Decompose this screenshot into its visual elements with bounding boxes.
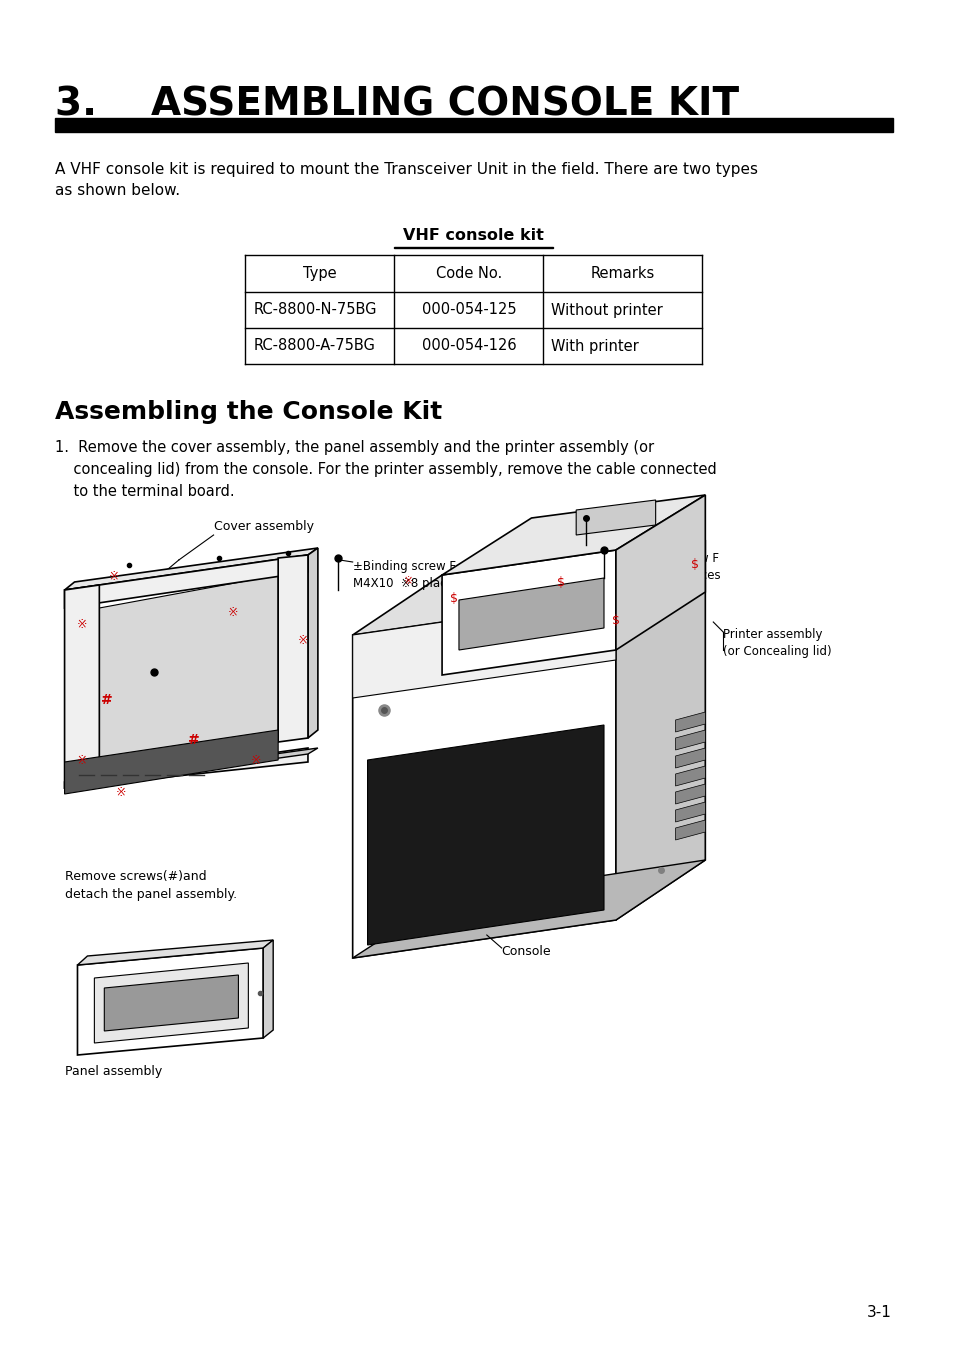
Polygon shape bbox=[441, 494, 704, 576]
Text: Without printer: Without printer bbox=[551, 303, 662, 317]
Polygon shape bbox=[675, 730, 704, 750]
Text: Printer assembly
(or Concealing lid): Printer assembly (or Concealing lid) bbox=[722, 628, 831, 658]
Text: RC-8800-N-75BG: RC-8800-N-75BG bbox=[253, 303, 376, 317]
Text: Cover assembly: Cover assembly bbox=[213, 520, 314, 534]
Text: Panel assembly: Panel assembly bbox=[65, 1065, 162, 1078]
Polygon shape bbox=[65, 748, 308, 788]
Text: 1.  Remove the cover assembly, the panel assembly and the printer assembly (or
 : 1. Remove the cover assembly, the panel … bbox=[54, 440, 716, 500]
Polygon shape bbox=[675, 748, 704, 767]
Text: ※: ※ bbox=[251, 754, 261, 766]
Polygon shape bbox=[576, 500, 655, 535]
Text: #: # bbox=[101, 693, 113, 707]
Polygon shape bbox=[458, 578, 603, 650]
Polygon shape bbox=[675, 712, 704, 732]
Polygon shape bbox=[441, 550, 616, 676]
Text: $: $ bbox=[450, 592, 457, 604]
Text: Remarks: Remarks bbox=[590, 266, 655, 281]
Polygon shape bbox=[353, 861, 704, 958]
Polygon shape bbox=[65, 748, 317, 788]
Text: ※: ※ bbox=[109, 570, 119, 584]
Polygon shape bbox=[353, 540, 704, 635]
Polygon shape bbox=[353, 597, 616, 958]
Text: ※: ※ bbox=[297, 634, 308, 647]
Polygon shape bbox=[65, 555, 308, 608]
Polygon shape bbox=[616, 494, 704, 650]
Polygon shape bbox=[308, 549, 317, 738]
Text: #: # bbox=[188, 734, 199, 747]
Polygon shape bbox=[675, 784, 704, 804]
Text: 000-054-125: 000-054-125 bbox=[421, 303, 516, 317]
Polygon shape bbox=[675, 802, 704, 821]
Text: ※: ※ bbox=[404, 576, 414, 586]
Bar bbox=[394, 246, 553, 249]
Polygon shape bbox=[77, 948, 263, 1055]
Polygon shape bbox=[77, 940, 273, 965]
Text: ±Binding screw F
M4X10  $4 places: ±Binding screw F M4X10 $4 places bbox=[616, 553, 720, 582]
Text: 000-054-126: 000-054-126 bbox=[421, 339, 516, 354]
Polygon shape bbox=[353, 597, 616, 698]
Polygon shape bbox=[99, 576, 278, 758]
Text: ※: ※ bbox=[228, 605, 238, 619]
Text: With printer: With printer bbox=[551, 339, 639, 354]
Polygon shape bbox=[367, 725, 603, 944]
Text: A VHF console kit is required to mount the Transceiver Unit in the field. There : A VHF console kit is required to mount t… bbox=[54, 162, 757, 199]
Text: Console: Console bbox=[501, 944, 551, 958]
Text: $: $ bbox=[665, 569, 672, 580]
Text: ※: ※ bbox=[116, 785, 127, 798]
Polygon shape bbox=[65, 549, 317, 590]
Text: $: $ bbox=[557, 576, 565, 589]
Polygon shape bbox=[104, 975, 238, 1031]
Text: Type: Type bbox=[303, 266, 336, 281]
Polygon shape bbox=[263, 940, 273, 1038]
Polygon shape bbox=[278, 555, 308, 742]
Text: Code No.: Code No. bbox=[436, 266, 501, 281]
Text: VHF console kit: VHF console kit bbox=[403, 228, 544, 243]
Polygon shape bbox=[616, 540, 704, 920]
Polygon shape bbox=[94, 963, 248, 1043]
Text: 3.    ASSEMBLING CONSOLE KIT: 3. ASSEMBLING CONSOLE KIT bbox=[54, 85, 738, 123]
Text: $: $ bbox=[611, 613, 619, 627]
Polygon shape bbox=[65, 585, 99, 788]
Text: Remove screws(#)and
detach the panel assembly.: Remove screws(#)and detach the panel ass… bbox=[65, 870, 236, 901]
Polygon shape bbox=[675, 820, 704, 840]
Polygon shape bbox=[675, 766, 704, 786]
Text: 3-1: 3-1 bbox=[866, 1305, 891, 1320]
Polygon shape bbox=[65, 730, 278, 794]
Text: ※: ※ bbox=[77, 619, 88, 631]
Text: ※: ※ bbox=[77, 754, 88, 766]
Text: Assembling the Console Kit: Assembling the Console Kit bbox=[54, 400, 441, 424]
Text: RC-8800-A-75BG: RC-8800-A-75BG bbox=[253, 339, 375, 354]
Text: $: $ bbox=[691, 558, 699, 571]
Text: ±Binding screw F
M4X10  ※8 places: ±Binding screw F M4X10 ※8 places bbox=[353, 561, 459, 590]
Bar bbox=[54, 118, 892, 132]
